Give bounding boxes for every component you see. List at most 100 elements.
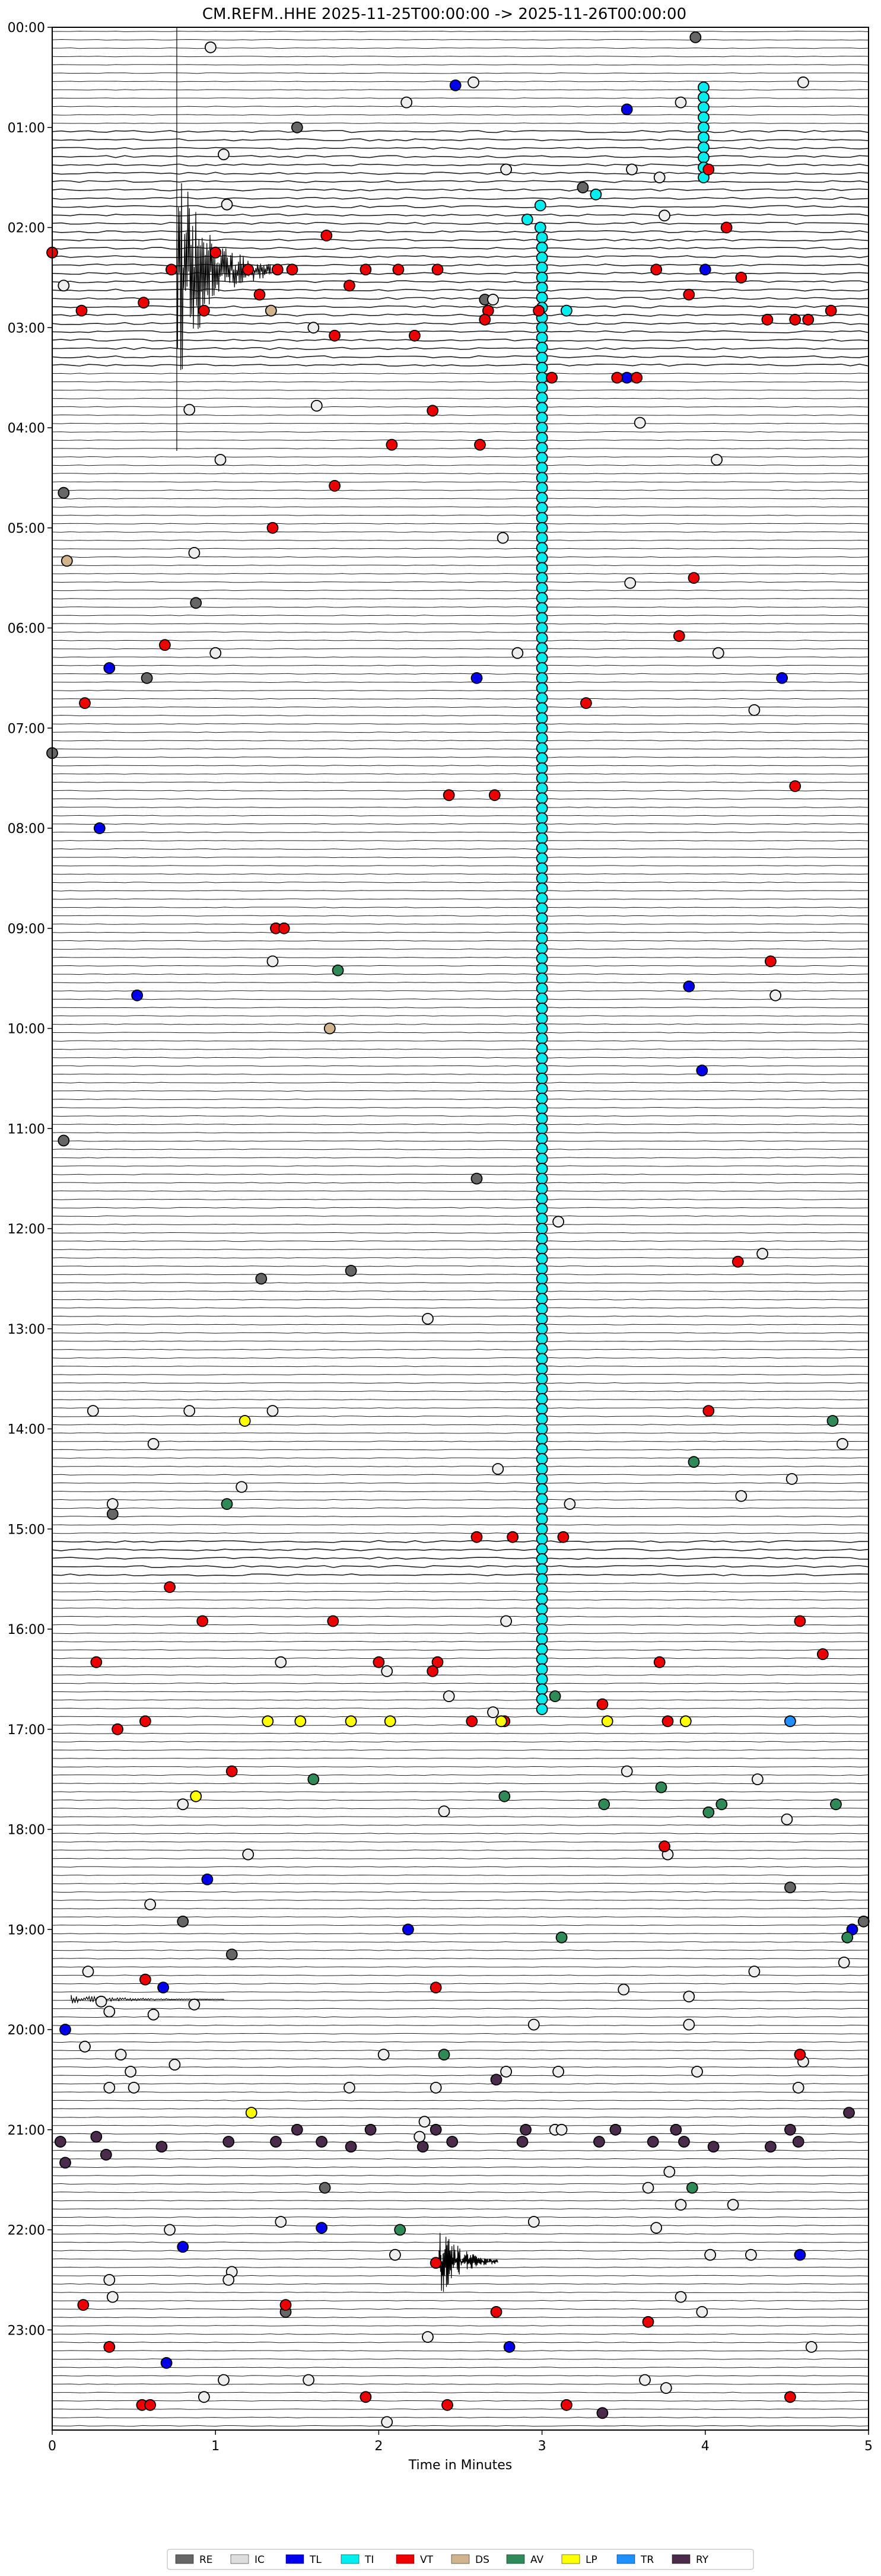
event-marker-vt [479,313,491,326]
event-marker-ti [536,1353,548,1365]
event-marker-vt [144,2399,157,2411]
event-marker-ic [748,704,761,716]
event-marker-ic [552,1216,564,1228]
event-marker-vt [164,1581,176,1594]
y-tick-label: 17:00 [8,1723,45,1738]
event-marker-ic [414,2130,426,2143]
event-marker-lp [190,1790,202,1802]
trace-line [52,1766,869,1768]
event-marker-ti [536,402,548,414]
event-marker-ti [536,1082,548,1095]
trace-line [52,1833,869,1834]
y-tick-label: 15:00 [8,1522,45,1537]
trace-line [52,940,869,942]
event-marker-vt [702,1405,715,1417]
event-marker-ry [222,2136,235,2148]
y-tick-label: 02:00 [8,221,45,236]
event-marker-vt [474,438,486,451]
event-marker-ti [536,1063,548,1074]
event-marker-ti [536,422,548,434]
event-marker-ti [536,1433,548,1445]
event-marker-ic [639,2374,651,2386]
event-marker-ry [90,2130,103,2143]
event-markers [46,31,870,2428]
trace-line [52,523,869,524]
event-marker-lp [384,1715,396,1728]
event-marker-ti [536,882,548,895]
event-marker-ic [103,2081,116,2094]
trace-line [52,1032,869,1033]
trace-line [52,2166,869,2168]
trace-line [52,1532,869,1534]
trace-line [52,2049,869,2052]
event-marker-ic [242,1848,255,1861]
trace-line [52,548,869,549]
trace-line [52,313,869,317]
event-marker-ti [534,199,546,212]
event-marker-tl [699,263,711,276]
event-marker-ti [536,1403,548,1415]
event-marker-ic [144,1898,157,1911]
event-marker-tl [93,822,106,834]
event-marker-ti [536,252,548,264]
event-marker-vt [79,697,91,709]
event-marker-ti [536,752,548,764]
event-marker-av [438,2049,450,2061]
event-marker-ic [164,2224,176,2236]
event-marker-ry [345,2141,357,2153]
trace-line [52,272,869,275]
event-marker-ti [536,1172,548,1185]
event-marker-ti [536,782,548,794]
trace-line [52,1082,869,1084]
event-marker-ti [536,1252,548,1265]
event-marker-ry [596,2407,609,2419]
event-marker-ic [497,532,509,544]
event-marker-ic [183,1405,196,1417]
trace-line [52,1090,869,1092]
event-marker-ic [752,1773,764,1786]
event-marker-ic [675,2291,687,2303]
event-marker-ic [642,2181,654,2194]
event-marker-vt [196,1615,209,1627]
event-marker-ic [712,647,724,659]
event-marker-ti [536,1002,548,1015]
event-marker-ic [418,2116,431,2128]
trace-line [52,397,869,399]
event-marker-tl [59,2024,71,2036]
event-marker-lp [495,1715,507,1728]
trace-line [52,431,869,433]
trace-line [52,615,869,616]
y-tick-label: 13:00 [8,1322,45,1337]
event-marker-re [255,1273,268,1285]
event-marker-vt [557,1531,570,1543]
event-marker-vt [77,2299,90,2311]
trace-line [52,1173,869,1175]
event-marker-ic [487,1706,499,1719]
event-marker-vt [661,1715,674,1728]
event-marker-tl [794,2249,806,2261]
event-marker-re [58,1134,70,1147]
event-marker-ti [536,451,548,464]
trace-line [52,2216,869,2218]
y-tick-label: 20:00 [8,2023,45,2038]
event-marker-ic [82,1966,94,1978]
trace-line [52,147,869,150]
event-marker-vt [631,371,643,384]
event-marker-ry [765,2141,777,2153]
event-marker-ic [683,2018,695,2031]
trace-line [52,2316,869,2319]
event-marker-tl [449,79,462,91]
event-marker-ic [103,2005,116,2018]
event-marker-vt [266,521,279,534]
x-tick-label: 3 [538,2439,546,2454]
trace-line [52,1933,869,1935]
event-marker-ti [536,592,548,604]
event-marker-re [106,1508,119,1520]
trace-line [52,1299,869,1300]
trace-line [52,1240,869,1242]
legend-swatch [175,2554,194,2564]
event-marker-ti [536,982,548,994]
trace-line [52,790,869,791]
event-marker-ic [527,2018,540,2031]
event-marker-ic [634,416,646,429]
